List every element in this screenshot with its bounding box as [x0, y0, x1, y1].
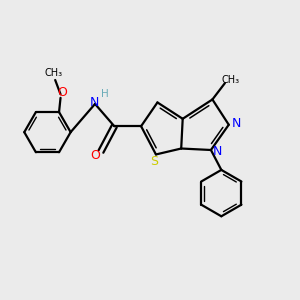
Text: N: N: [90, 96, 99, 109]
Text: CH₃: CH₃: [221, 75, 239, 85]
Text: H: H: [100, 88, 108, 98]
Text: S: S: [151, 155, 158, 168]
Text: N: N: [232, 117, 241, 130]
Text: O: O: [57, 86, 67, 99]
Text: CH₃: CH₃: [45, 68, 63, 79]
Text: O: O: [91, 148, 100, 162]
Text: N: N: [213, 145, 222, 158]
